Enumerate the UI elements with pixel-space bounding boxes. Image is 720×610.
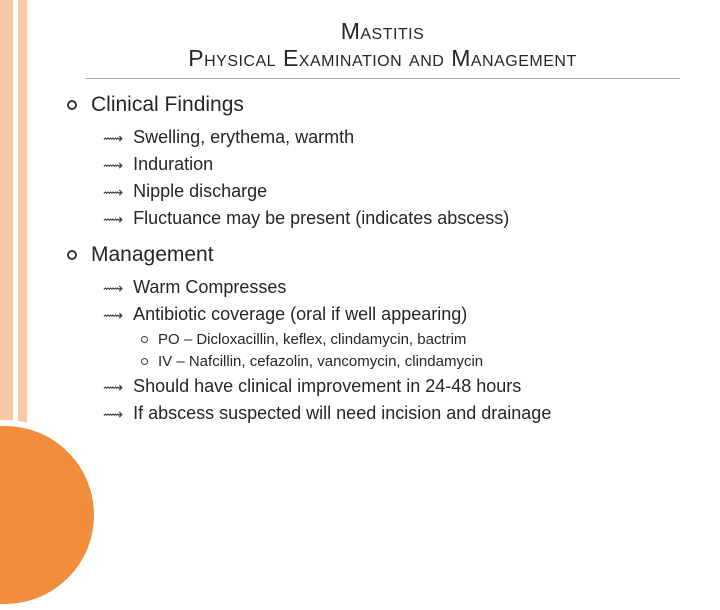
wave-bullet-icon: ⟿ [103,185,123,199]
slide-content: Mastitis Physical Examination and Manage… [55,18,690,434]
list-item: ⟿ Nipple discharge [103,181,690,202]
sub-list-item: IV – Nafcillin, cefazolin, vancomycin, c… [141,353,690,370]
section-heading-text: Management [91,243,214,267]
item-text: If abscess suspected will need incision … [133,403,551,424]
ring-bullet-icon [141,336,148,343]
list-item: ⟿ Swelling, erythema, warmth [103,127,690,148]
section-heading-text: Clinical Findings [91,93,244,117]
wave-bullet-icon: ⟿ [103,281,123,295]
list-item: ⟿ If abscess suspected will need incision… [103,403,690,424]
wave-bullet-icon: ⟿ [103,212,123,226]
list-item: ⟿ Fluctuance may be present (indicates ab… [103,208,690,229]
wave-bullet-icon: ⟿ [103,131,123,145]
section-clinical-findings: Clinical Findings ⟿ Swelling, erythema, w… [55,93,690,229]
item-text: Induration [133,154,213,175]
title-line-1: Mastitis [85,18,680,45]
list-item: ⟿ Induration [103,154,690,175]
wave-bullet-icon: ⟿ [103,308,123,322]
section-heading: Clinical Findings [67,93,690,117]
wave-bullet-icon: ⟿ [103,407,123,421]
list-item: ⟿ Warm Compresses [103,277,690,298]
title-line-2: Physical Examination and Management [85,45,680,72]
sub-list-item: PO – Dicloxacillin, keflex, clindamycin,… [141,331,690,348]
ring-bullet-icon [141,358,148,365]
section-items: ⟿Swelling, erythema, warmth ⟿Induration … [67,127,690,229]
list-item: ⟿ Should have clinical improvement in 24-… [103,376,690,397]
slide-title: Mastitis Physical Examination and Manage… [85,18,680,79]
wave-bullet-icon: ⟿ [103,380,123,394]
item-text: Should have clinical improvement in 24-4… [133,376,521,397]
ring-bullet-icon [67,250,77,260]
sub-items: PO – Dicloxacillin, keflex, clindamycin,… [103,331,690,370]
section-items: ⟿ Warm Compresses ⟿ Antibiotic coverage (o… [67,277,690,424]
ring-bullet-icon [67,100,77,110]
section-heading: Management [67,243,690,267]
section-management: Management ⟿ Warm Compresses ⟿ Antibiotic … [55,243,690,424]
list-item: ⟿ Antibiotic coverage (oral if well appea… [103,304,690,325]
accent-disc [0,420,100,610]
subitem-text: PO – Dicloxacillin, keflex, clindamycin,… [158,331,466,348]
item-text: Warm Compresses [133,277,286,298]
item-text: Swelling, erythema, warmth [133,127,354,148]
wave-bullet-icon: ⟿ [103,158,123,172]
item-text: Fluctuance may be present (indicates abs… [133,208,509,229]
item-text: Antibiotic coverage (oral if well appear… [133,304,467,325]
subitem-text: IV – Nafcillin, cefazolin, vancomycin, c… [158,353,483,370]
item-text: Nipple discharge [133,181,267,202]
